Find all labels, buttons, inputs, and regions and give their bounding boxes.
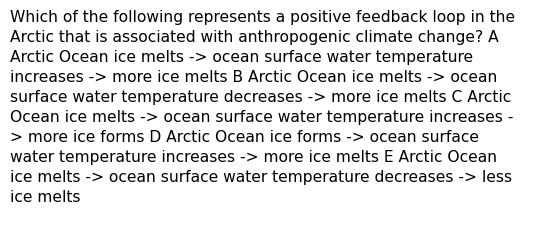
Text: Which of the following represents a positive feedback loop in the
Arctic that is: Which of the following represents a posi… xyxy=(10,10,515,204)
